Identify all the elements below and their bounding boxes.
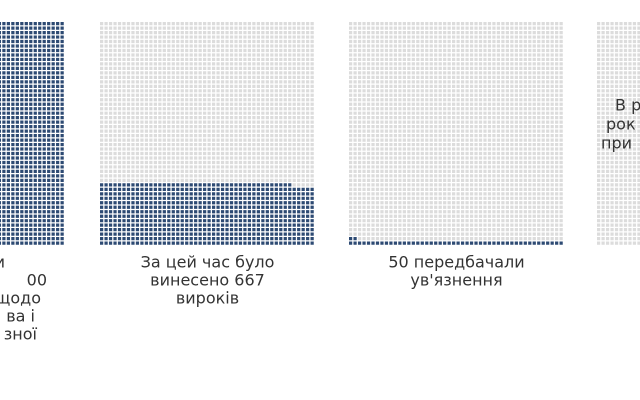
caption-line: зної [4,325,38,344]
caption-line: ув'язнення [410,271,502,290]
caption-line: вироків [176,289,239,308]
caption-line: и [0,253,5,272]
caption-line: В р [615,96,640,115]
empty-cells [100,22,314,187]
empty-cells [349,22,563,241]
caption-line: 50 передбачали [388,253,524,272]
filled-cells [0,22,64,245]
caption-line: 00 [27,271,47,290]
filled-cells [100,183,314,245]
caption-line: ва і [6,307,35,326]
empty-cells [597,22,640,245]
caption-line: при [601,134,632,153]
caption-line: щодо [0,289,41,308]
caption-line: винесено 667 [150,271,265,290]
caption-line: рок [606,115,636,134]
caption-line: За цей час було [141,253,275,272]
